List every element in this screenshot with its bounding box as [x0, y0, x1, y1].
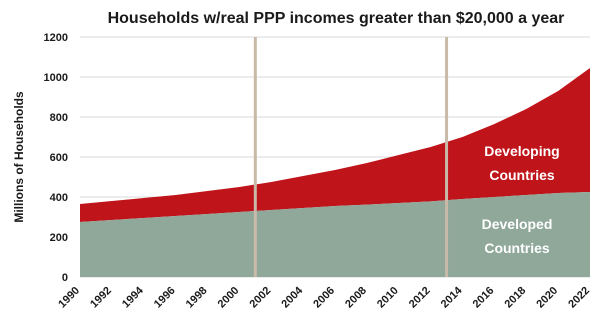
x-tick-label: 2004 — [279, 284, 305, 310]
x-tick-label: 2000 — [216, 285, 242, 311]
area-series — [80, 68, 590, 277]
y-tick-label: 1000 — [44, 72, 68, 84]
x-tick-label: 1992 — [88, 285, 114, 311]
x-tick-label: 1994 — [120, 284, 146, 310]
y-axis-ticks: 0 200 400 600 800 1000 1200 — [44, 32, 68, 284]
vertical-markers — [253, 37, 449, 277]
x-tick-label: 2016 — [471, 285, 497, 311]
x-tick-label: 2002 — [248, 285, 274, 311]
x-tick-label: 2020 — [534, 285, 560, 311]
developing-countries-area — [80, 68, 590, 222]
x-tick-label: 1998 — [184, 285, 210, 311]
x-tick-label: 2022 — [566, 285, 592, 311]
x-tick-label: 2008 — [343, 285, 369, 311]
chart-title: Households w/real PPP incomes greater th… — [108, 10, 565, 27]
x-tick-label: 2010 — [375, 285, 401, 311]
y-tick-label: 0 — [62, 272, 68, 284]
x-tick-label: 2006 — [311, 285, 337, 311]
x-tick-label: 1990 — [56, 285, 82, 311]
x-axis-ticks: 1990 1992 1994 1996 1998 2000 2002 2004 2006 2008… — [56, 284, 592, 310]
x-tick-label: 2018 — [503, 285, 529, 311]
x-tick-label: 2014 — [439, 284, 465, 310]
developing-countries-label: Developing Countries — [484, 143, 559, 183]
x-tick-label: 2012 — [407, 285, 433, 311]
y-axis-label: Millions of Households — [12, 91, 26, 223]
series-labels: Developing Countries Developed Countries — [482, 143, 560, 256]
developed-countries-area — [80, 192, 590, 277]
y-tick-label: 600 — [50, 152, 68, 164]
y-tick-label: 1200 — [44, 32, 68, 44]
x-tick-label: 1996 — [152, 285, 178, 311]
y-tick-label: 200 — [50, 232, 68, 244]
developed-countries-label: Developed Countries — [482, 216, 553, 256]
y-tick-label: 400 — [50, 192, 68, 204]
y-tick-label: 800 — [50, 112, 68, 124]
